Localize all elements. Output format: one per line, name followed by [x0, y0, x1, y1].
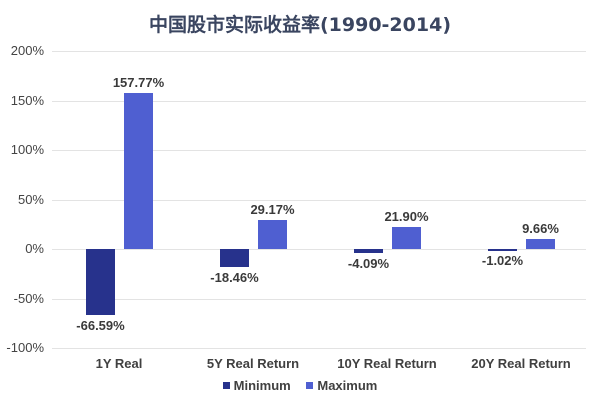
data-label: 9.66%: [522, 221, 559, 237]
bar-minimum[interactable]: [86, 249, 115, 315]
gridline: [52, 249, 586, 250]
data-label: -66.59%: [76, 317, 125, 333]
bar-minimum[interactable]: [488, 249, 517, 251]
x-tick-label: 10Y Real Return: [337, 356, 437, 371]
data-label: -4.09%: [347, 256, 390, 272]
chart-title: 中国股市实际收益率(1990-2014): [148, 14, 451, 36]
legend-item-maximum[interactable]: Maximum: [306, 378, 377, 393]
x-tick-label: 20Y Real Return: [471, 356, 571, 371]
y-tick-label: 50%: [17, 191, 44, 207]
legend-swatch-maximum: [306, 382, 314, 389]
y-tick-label: -50%: [13, 290, 44, 306]
bar-maximum[interactable]: [392, 227, 421, 249]
x-tick-label: 1Y Real: [95, 356, 143, 371]
data-label: 29.17%: [250, 202, 295, 218]
legend-label: Minimum: [233, 378, 291, 393]
y-tick-label: 150%: [10, 92, 44, 108]
bar-minimum[interactable]: [220, 249, 249, 268]
data-label: -18.46%: [210, 270, 259, 286]
legend: Minimum Maximum: [0, 377, 600, 393]
bar-maximum[interactable]: [258, 220, 287, 249]
y-tick-label: 100%: [10, 142, 44, 157]
data-label: 21.90%: [384, 209, 429, 225]
gridline: [52, 298, 586, 300]
legend-label: Maximum: [317, 378, 378, 393]
y-tick-label: 200%: [10, 43, 44, 58]
data-label: -1.02%: [481, 253, 524, 268]
gridline: [52, 199, 586, 201]
y-tick-label: 0%: [25, 241, 44, 256]
x-tick-label: 5Y Real Return: [206, 356, 300, 371]
bar-maximum[interactable]: [124, 92, 153, 249]
legend-swatch-minimum: [222, 382, 230, 389]
bar-maximum[interactable]: [526, 239, 555, 249]
gridline: [52, 51, 586, 52]
y-tick-label: -100%: [6, 340, 44, 355]
data-label: 157.77%: [112, 74, 165, 90]
legend-item-minimum[interactable]: Minimum: [222, 378, 291, 393]
bar-minimum[interactable]: [354, 249, 383, 254]
gridline: [52, 150, 586, 151]
gridline: [52, 100, 586, 102]
gridline: [52, 348, 586, 349]
